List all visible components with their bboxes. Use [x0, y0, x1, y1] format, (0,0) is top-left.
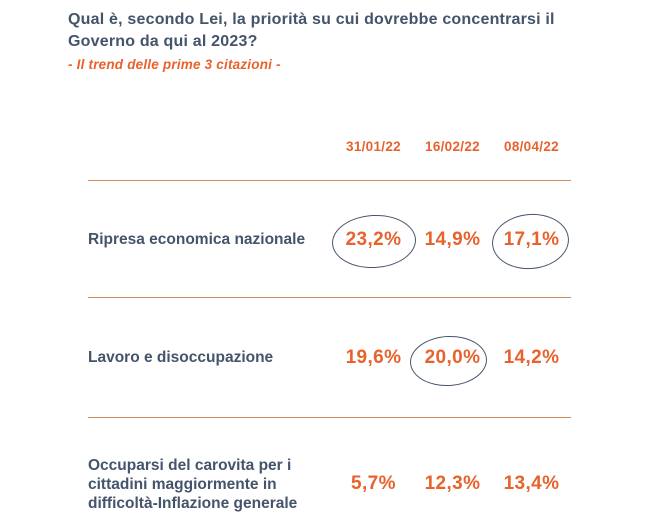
divider-line	[88, 417, 571, 418]
value-cell: 14,9%	[424, 228, 481, 250]
table-row-ripresa-economica: Ripresa economica nazionale 23,2% 14,9% …	[88, 181, 571, 298]
value-cell: 20,0%	[424, 346, 481, 368]
column-header-date-3: 08/04/22	[504, 139, 559, 154]
row-label: Occuparsi del carovita per i cittadini m…	[88, 456, 298, 512]
value-cell: 23,2%	[345, 228, 402, 250]
column-header-date-2: 16/02/22	[425, 139, 480, 154]
value-cell: 13,4%	[503, 473, 560, 494]
trend-subtitle: - Il trend delle prime 3 citazioni -	[68, 57, 281, 72]
value-cell: 5,7%	[351, 473, 396, 494]
divider-line	[88, 180, 571, 181]
row-label: Lavoro e disoccupazione	[88, 349, 274, 366]
value-cell: 17,1%	[503, 228, 560, 250]
value-cell: 12,3%	[424, 473, 481, 494]
table-row-lavoro-disoccupazione: Lavoro e disoccupazione 19,6% 20,0% 14,2…	[88, 298, 571, 417]
question-title: Qual è, secondo Lei, la priorità su cui …	[68, 11, 555, 50]
column-header-date-1: 31/01/22	[346, 139, 401, 154]
date-header-row: 31/01/22 16/02/22 08/04/22	[88, 139, 571, 154]
value-cell: 19,6%	[345, 346, 402, 368]
value-cell: 14,2%	[503, 346, 560, 368]
divider-line	[88, 297, 571, 298]
table-row-carovita-inflazione: Occuparsi del carovita per i cittadini m…	[88, 440, 571, 524]
header-spacer	[88, 139, 334, 154]
row-label: Ripresa economica nazionale	[88, 231, 306, 248]
